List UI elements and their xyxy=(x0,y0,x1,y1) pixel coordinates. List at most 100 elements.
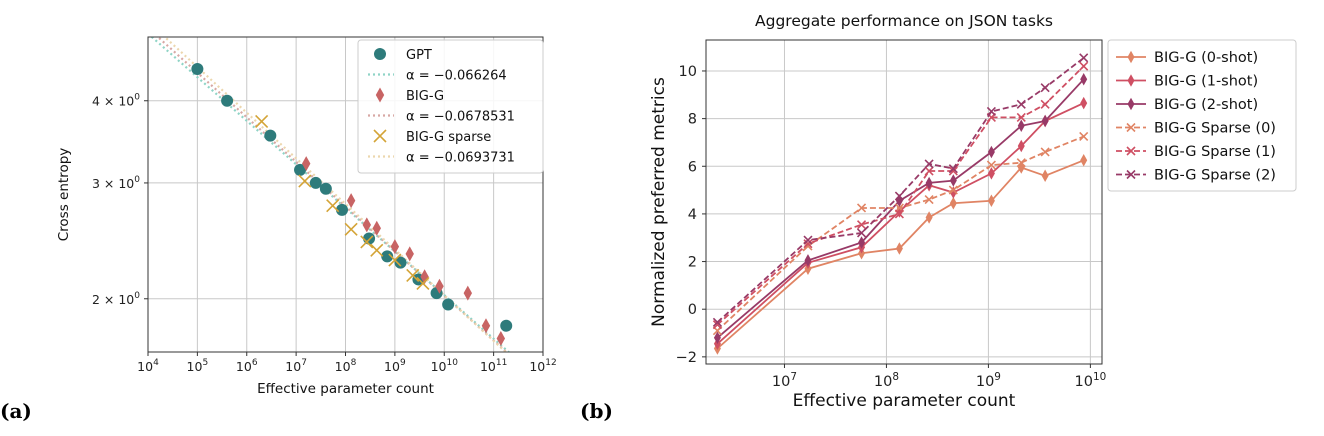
x-tick-label-exp: 9 xyxy=(400,358,406,368)
legend-b-marker-x xyxy=(1126,169,1136,180)
point-x xyxy=(360,235,374,249)
x-tick-label: 107 xyxy=(772,371,797,390)
point-diamond xyxy=(987,145,995,159)
legend-b-marker-diamond xyxy=(1127,50,1135,64)
y-tick-label-exp: 0 xyxy=(134,291,140,301)
point-diamond xyxy=(362,217,371,233)
legend-a-label: α = −0.0693731 xyxy=(406,151,515,166)
point-diamond xyxy=(987,194,995,208)
x-tick-label: 1010 xyxy=(431,358,459,374)
y-tick-label: 10 xyxy=(679,64,697,80)
point-x xyxy=(1016,112,1026,122)
point-x xyxy=(856,228,867,238)
x-tick-label: 1011 xyxy=(480,358,507,374)
y-tick-label: −2 xyxy=(676,350,697,366)
x-tick-label-base: 10 xyxy=(772,374,790,390)
point-x xyxy=(1040,99,1050,109)
point-x xyxy=(803,235,813,245)
x-tick-label-exp: 6 xyxy=(252,358,258,368)
x-axis-label: Effective parameter count xyxy=(793,391,1016,411)
x-tick-label: 107 xyxy=(285,358,307,374)
point-x xyxy=(986,160,996,170)
point-circle xyxy=(221,94,234,107)
series-line xyxy=(716,159,1085,350)
point-x xyxy=(1079,53,1089,63)
point-x xyxy=(370,243,384,257)
x-tick-label-base: 10 xyxy=(1075,374,1093,390)
y-tick-label: 8 xyxy=(688,112,697,128)
point-x xyxy=(712,317,722,327)
point-x xyxy=(948,164,958,174)
x-tick-label: 109 xyxy=(976,371,1001,390)
legend-b-marker-diamond xyxy=(1127,97,1135,111)
x-tick-label: 1010 xyxy=(1075,371,1107,390)
y-tick-label: 4 xyxy=(688,207,697,223)
legend-b-marker-diamond xyxy=(1127,74,1135,87)
series-line xyxy=(716,65,1085,326)
point-diamond xyxy=(390,239,400,255)
x-tick-label-exp: 10 xyxy=(446,358,458,368)
x-tick-label: 106 xyxy=(236,358,258,374)
point-x xyxy=(416,276,430,291)
panel-label-b: (b) xyxy=(580,399,613,423)
point-x xyxy=(1016,158,1026,168)
legend-b-label: BIG-G Sparse (0) xyxy=(1154,121,1276,137)
legend-b-marker-x xyxy=(1126,146,1136,156)
y-tick-label: 3 × 100 xyxy=(92,175,140,191)
point-diamond xyxy=(1041,114,1049,128)
point-x xyxy=(856,203,867,213)
point-x xyxy=(1040,83,1050,93)
legend-a-label: BIG-G sparse xyxy=(406,130,491,145)
series-b xyxy=(712,53,1089,355)
legend-b-label: BIG-G (1-shot) xyxy=(1154,74,1258,90)
point-x xyxy=(948,185,958,195)
point-diamond xyxy=(895,242,903,255)
point-diamond xyxy=(925,176,933,190)
point-x xyxy=(894,191,904,201)
point-x xyxy=(986,106,996,117)
point-diamond xyxy=(987,167,995,180)
point-x xyxy=(712,320,722,330)
point-x xyxy=(1016,99,1026,109)
point-diamond xyxy=(1017,139,1025,153)
point-x xyxy=(924,159,934,169)
point-diamond xyxy=(1041,169,1049,183)
x-tick-label-base: 10 xyxy=(431,359,447,374)
point-circle xyxy=(442,298,455,311)
y-tick-label: 4 × 100 xyxy=(92,93,140,109)
x-tick-label-base: 10 xyxy=(187,359,203,374)
x-tick-label-base: 10 xyxy=(480,359,496,374)
y-tick-label-base: 4 × 10 xyxy=(92,94,134,109)
x-tick-label-exp: 8 xyxy=(892,371,899,383)
point-x xyxy=(948,166,958,176)
legend-a-label: α = −0.066264 xyxy=(406,69,507,84)
point-diamond xyxy=(1080,154,1088,167)
legend-b-label: BIG-G (0-shot) xyxy=(1154,50,1258,66)
legend-b-box xyxy=(1107,39,1297,192)
y-tick-label: 2 × 100 xyxy=(92,291,140,307)
point-diamond xyxy=(949,196,957,210)
point-x xyxy=(1079,131,1089,142)
x-tick-label-exp: 12 xyxy=(545,358,556,368)
x-tick-label-exp: 5 xyxy=(202,358,208,368)
y-tick-label: 0 xyxy=(688,302,697,318)
point-diamond xyxy=(1080,73,1088,86)
x-tick-label: 108 xyxy=(335,358,357,374)
point-diamond xyxy=(496,331,506,347)
point-circle xyxy=(319,182,332,195)
x-tick-label-exp: 11 xyxy=(496,358,507,368)
legend-a: GPT α = −0.066264 BIG-G α = −0.0678531 BIG-G… xyxy=(357,39,544,174)
y-tick-label: 2 xyxy=(688,255,697,271)
series-line xyxy=(716,57,1085,323)
legend-a-label: α = −0.0678531 xyxy=(406,110,515,125)
point-circle xyxy=(294,163,307,176)
x-tick-label-base: 10 xyxy=(236,359,252,374)
series-line xyxy=(716,78,1085,339)
x-tick-label-base: 10 xyxy=(137,359,153,374)
legend-b-marker-x xyxy=(1126,122,1136,133)
point-circle xyxy=(309,176,322,189)
point-x xyxy=(924,195,934,205)
legend-b: BIG-G (0-shot) BIG-G (1-shot) BIG-G (2-sho… xyxy=(1107,39,1297,192)
